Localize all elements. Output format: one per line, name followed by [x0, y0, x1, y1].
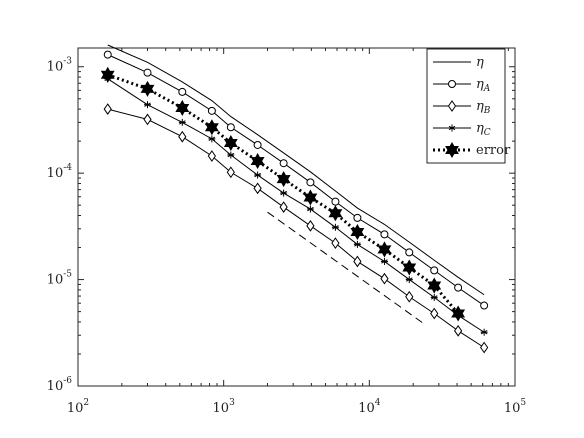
marker — [253, 182, 262, 195]
legend-label: ηA — [476, 77, 491, 94]
marker — [279, 201, 288, 213]
marker — [353, 213, 362, 222]
legend-label: η — [476, 55, 484, 70]
legend-label: ηC — [476, 121, 491, 138]
marker — [447, 100, 457, 112]
x-tick-label: 105 — [504, 398, 527, 416]
marker — [480, 301, 489, 310]
marker — [405, 276, 413, 284]
marker — [306, 219, 315, 232]
marker — [480, 341, 489, 354]
marker — [207, 106, 216, 115]
marker — [402, 259, 417, 276]
marker — [350, 223, 365, 241]
marker — [377, 241, 392, 258]
marker — [227, 151, 235, 159]
marker — [223, 134, 238, 152]
marker — [303, 189, 318, 206]
marker — [208, 135, 216, 143]
marker — [331, 197, 340, 206]
marker — [204, 119, 219, 136]
y-tick-label: 10-4 — [47, 163, 73, 181]
marker — [353, 240, 361, 248]
marker — [331, 223, 339, 231]
marker — [178, 87, 187, 96]
marker — [100, 66, 115, 83]
x-tick-label: 104 — [358, 398, 381, 416]
marker — [445, 141, 459, 159]
marker — [280, 189, 288, 197]
marker — [430, 293, 438, 301]
marker — [143, 68, 152, 77]
plot-frame — [77, 47, 516, 387]
marker — [306, 205, 314, 213]
marker — [226, 166, 235, 179]
marker — [279, 159, 288, 168]
legend-label: error — [476, 143, 511, 158]
marker — [178, 130, 187, 143]
marker — [144, 101, 152, 109]
marker — [103, 50, 112, 59]
marker — [380, 257, 388, 265]
x-tick-label: 102 — [67, 398, 89, 416]
marker — [276, 171, 291, 188]
marker — [250, 153, 265, 170]
marker — [140, 80, 155, 97]
reference-line — [267, 211, 426, 325]
marker — [226, 123, 235, 132]
marker — [454, 324, 463, 337]
y-tick-label: 10-6 — [47, 376, 73, 394]
x-tick-label: 103 — [213, 398, 236, 416]
marker — [328, 205, 343, 222]
marker — [331, 237, 340, 250]
marker — [175, 99, 190, 116]
marker — [448, 80, 456, 88]
marker — [405, 290, 414, 303]
marker — [405, 248, 414, 257]
legend-label: ηB — [476, 99, 491, 116]
series-line — [107, 73, 460, 315]
marker — [306, 178, 315, 187]
marker — [380, 230, 389, 239]
marker — [143, 113, 152, 126]
marker — [353, 255, 362, 268]
marker — [454, 283, 463, 292]
marker — [427, 277, 442, 294]
marker — [380, 272, 389, 285]
marker — [254, 171, 262, 179]
marker — [430, 307, 439, 320]
marker — [103, 103, 112, 115]
marker — [480, 328, 488, 336]
marker — [430, 266, 439, 275]
y-tick-label: 10-5 — [47, 269, 73, 287]
marker — [207, 150, 216, 162]
marker — [178, 118, 186, 126]
marker — [448, 124, 456, 132]
series-line — [107, 44, 485, 296]
marker — [451, 305, 466, 322]
marker — [253, 140, 262, 149]
y-tick-label: 10-3 — [47, 56, 73, 74]
